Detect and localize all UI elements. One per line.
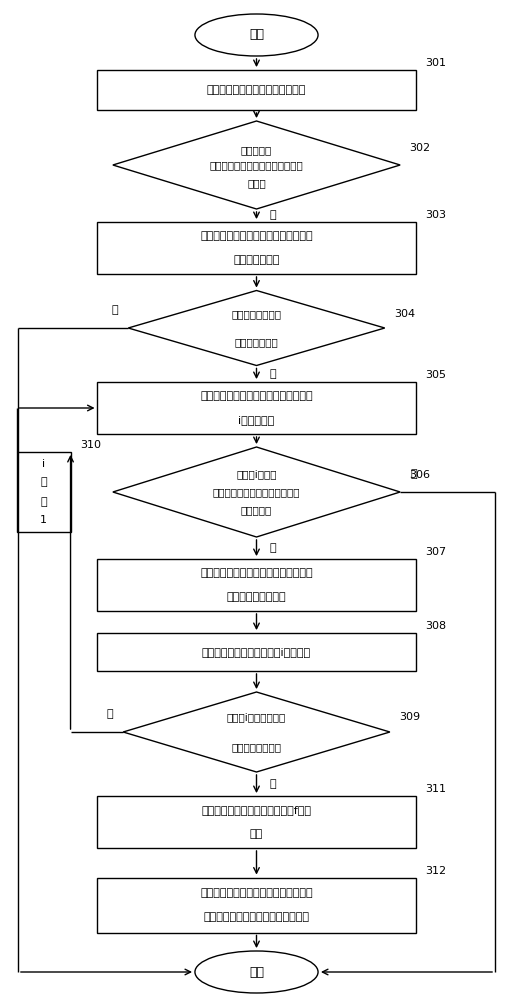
Bar bbox=[97, 878, 416, 932]
Text: i次求和运算: i次求和运算 bbox=[239, 415, 274, 425]
Text: 判断第i个第二値是否: 判断第i个第二値是否 bbox=[227, 712, 286, 722]
Text: 的环境温度是否大于或等于第二温: 的环境温度是否大于或等于第二温 bbox=[210, 160, 303, 170]
Polygon shape bbox=[128, 290, 385, 365]
Ellipse shape bbox=[195, 951, 318, 993]
Text: 加: 加 bbox=[41, 497, 47, 507]
Text: 按照第二値和压缩机的工作频率f稳定: 按照第二値和压缩机的工作频率f稳定 bbox=[202, 805, 311, 815]
Polygon shape bbox=[113, 121, 400, 209]
Text: 否: 否 bbox=[269, 779, 276, 789]
Text: 度阀値: 度阀値 bbox=[247, 178, 266, 188]
Text: 于预设电流阀値: 于预设电流阀値 bbox=[234, 337, 279, 347]
Text: 302: 302 bbox=[409, 143, 430, 153]
Text: 判断第一值是否大: 判断第一值是否大 bbox=[231, 309, 282, 319]
Text: 获取空调器的整机电流的第一值以及内: 获取空调器的整机电流的第一值以及内 bbox=[200, 231, 313, 241]
Text: 风机的当前转速: 风机的当前转速 bbox=[233, 255, 280, 265]
Bar bbox=[97, 70, 416, 110]
Text: 是: 是 bbox=[269, 211, 276, 221]
Text: 303: 303 bbox=[425, 210, 446, 220]
Text: 304: 304 bbox=[394, 309, 415, 319]
Text: 310: 310 bbox=[80, 440, 101, 450]
Text: 306: 306 bbox=[409, 470, 430, 480]
Text: 幅度，得到第二转速: 幅度，得到第二转速 bbox=[227, 592, 286, 602]
Text: 是: 是 bbox=[106, 709, 113, 719]
Bar bbox=[97, 633, 416, 671]
Text: 运行: 运行 bbox=[250, 829, 263, 839]
Bar bbox=[97, 222, 416, 274]
Text: 确定空调器的控制模式为制热模式: 确定空调器的控制模式为制热模式 bbox=[207, 85, 306, 95]
Text: 大于预设电流阀値: 大于预设电流阀値 bbox=[231, 742, 282, 752]
Text: 判断空调器: 判断空调器 bbox=[241, 145, 272, 155]
Text: 307: 307 bbox=[425, 547, 446, 557]
Text: 305: 305 bbox=[425, 370, 446, 380]
Text: 1: 1 bbox=[40, 515, 47, 525]
Bar bbox=[97, 559, 416, 611]
Text: 311: 311 bbox=[425, 784, 446, 794]
Text: 是: 是 bbox=[410, 469, 417, 479]
Text: 否: 否 bbox=[269, 543, 276, 553]
Text: 对当前转速与预设转速变化幅度进行第: 对当前转速与预设转速变化幅度进行第 bbox=[200, 391, 313, 401]
Text: 是: 是 bbox=[269, 369, 276, 379]
Text: 301: 301 bbox=[425, 58, 446, 68]
Polygon shape bbox=[123, 692, 390, 772]
Text: 判断第i次求和: 判断第i次求和 bbox=[236, 469, 277, 479]
Ellipse shape bbox=[195, 14, 318, 56]
Text: 309: 309 bbox=[399, 712, 420, 722]
Text: 开始: 开始 bbox=[249, 28, 264, 41]
Text: 设最高转速: 设最高转速 bbox=[241, 505, 272, 515]
Text: 自: 自 bbox=[41, 477, 47, 487]
Text: 在空调器稳定运行预设时间后，将内风: 在空调器稳定运行预设时间后，将内风 bbox=[200, 888, 313, 898]
Text: 运算得到的値是否大于或等于预: 运算得到的値是否大于或等于预 bbox=[213, 487, 300, 497]
Text: 308: 308 bbox=[425, 621, 446, 631]
Text: 否: 否 bbox=[111, 305, 118, 315]
Text: 结束: 结束 bbox=[249, 966, 264, 978]
Polygon shape bbox=[113, 447, 400, 537]
Text: 机的转速的当前转速调节为预设转速: 机的转速的当前转速调节为预设转速 bbox=[204, 912, 309, 922]
Bar bbox=[97, 382, 416, 434]
Text: i: i bbox=[42, 459, 45, 469]
Text: 获取空调器的整机电流的第i个第二値: 获取空调器的整机电流的第i个第二値 bbox=[202, 647, 311, 657]
Bar bbox=[97, 796, 416, 848]
Bar bbox=[16, 452, 71, 532]
Text: 将内风机的当前转速升高预设转速变化: 将内风机的当前转速升高预设转速变化 bbox=[200, 568, 313, 578]
Text: 312: 312 bbox=[425, 865, 446, 876]
